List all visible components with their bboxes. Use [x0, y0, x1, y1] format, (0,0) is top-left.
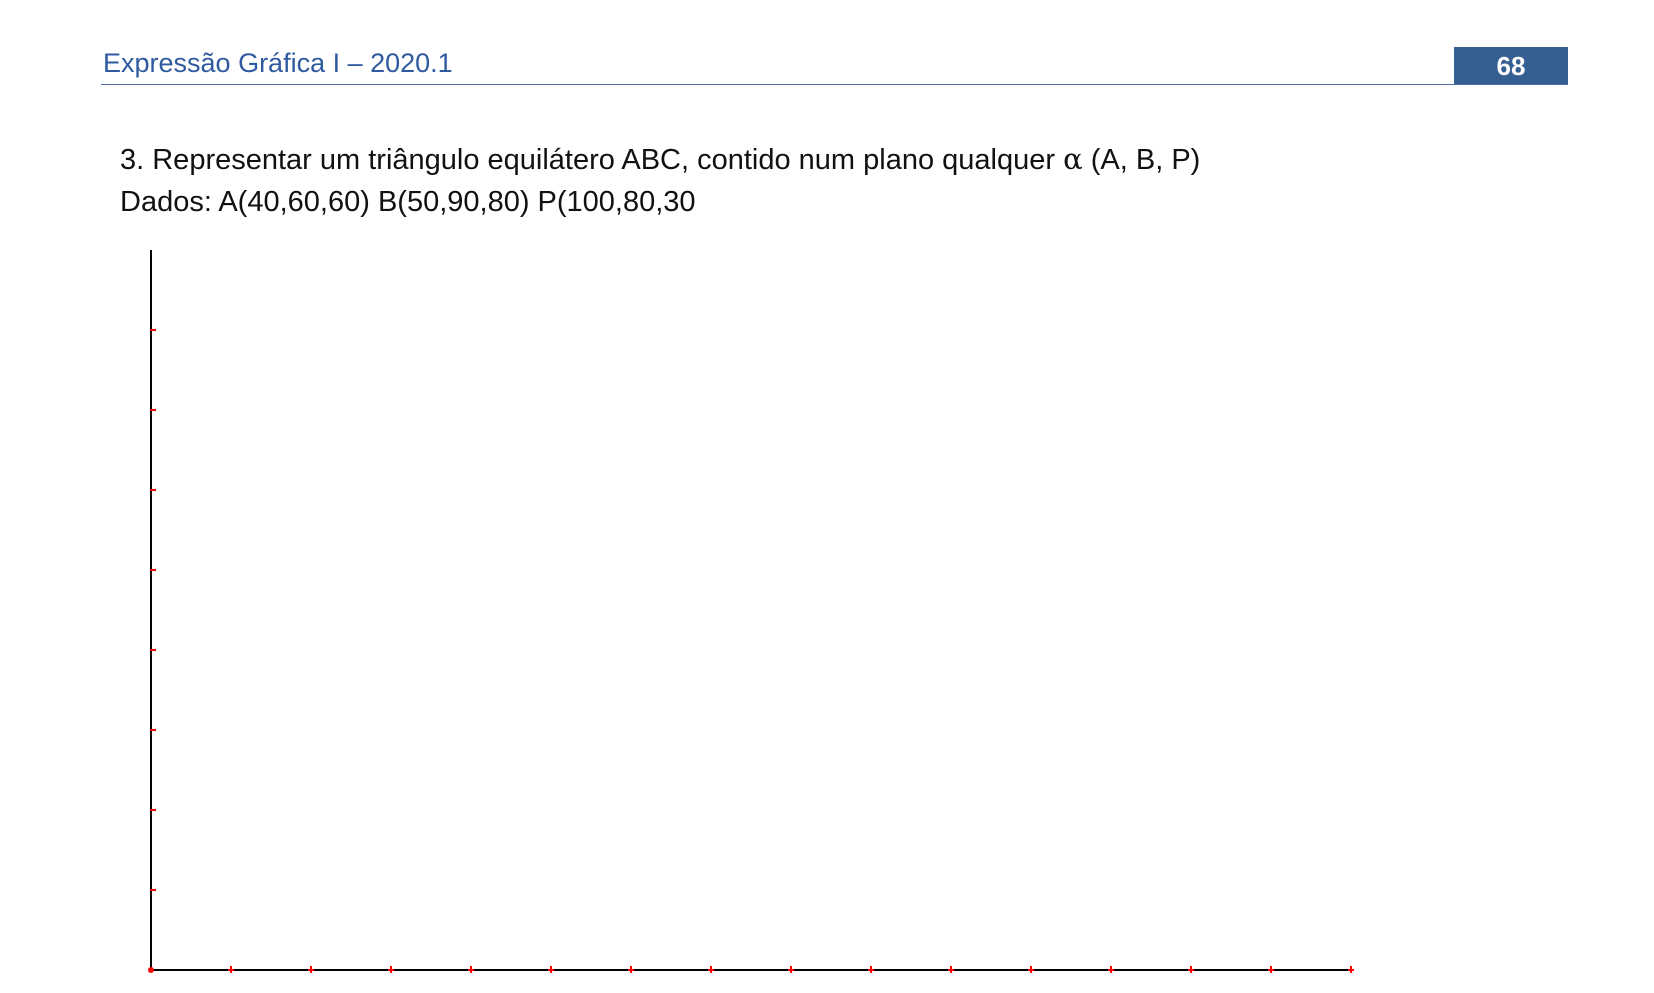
header-rule [101, 84, 1568, 85]
exercise-given-data: Dados: A(40,60,60) B(50,90,80) P(100,80,… [120, 186, 696, 218]
statement-prefix: 3. Representar um triângulo equilátero A… [120, 144, 1064, 176]
alpha-symbol: α [1063, 142, 1083, 176]
origin-point [148, 967, 154, 973]
vertical-ticks [150, 329, 156, 891]
exercise-block: 3. Representar um triângulo equilátero A… [120, 138, 1200, 223]
page-number-badge: 68 [1454, 47, 1568, 85]
statement-suffix: (A, B, P) [1082, 144, 1201, 176]
horizontal-ticks [228, 966, 1354, 973]
exercise-statement: 3. Representar um triângulo equilátero A… [120, 138, 1200, 181]
document-header-title: Expressão Gráfica I – 2020.1 [103, 48, 453, 78]
